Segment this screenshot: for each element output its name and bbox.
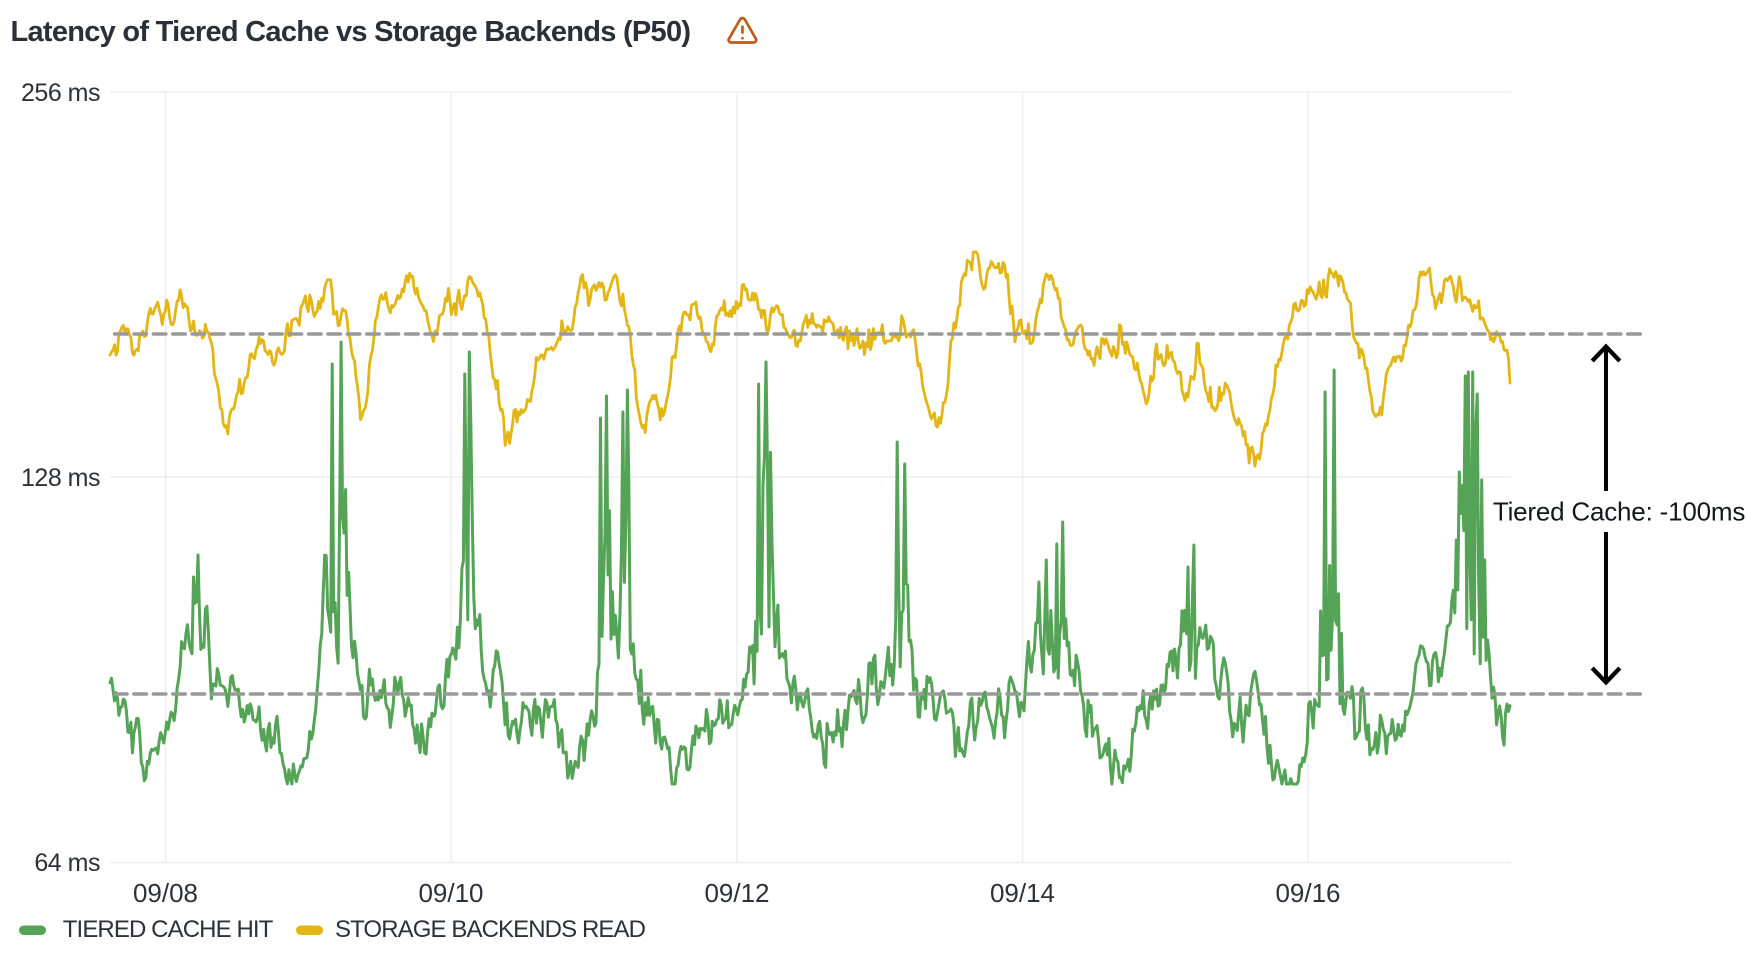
svg-text:09/16: 09/16 [1275, 878, 1340, 908]
svg-text:TIERED CACHE HIT: TIERED CACHE HIT [63, 916, 274, 943]
svg-text:09/12: 09/12 [704, 878, 769, 908]
svg-text:09/14: 09/14 [990, 878, 1055, 908]
svg-text:128 ms: 128 ms [21, 464, 100, 492]
svg-text:09/10: 09/10 [418, 878, 483, 908]
svg-text:64 ms: 64 ms [34, 849, 100, 877]
svg-text:STORAGE BACKENDS READ: STORAGE BACKENDS READ [335, 916, 646, 943]
svg-text:Tiered Cache: -100ms: Tiered Cache: -100ms [1493, 497, 1745, 527]
svg-text:09/08: 09/08 [133, 878, 198, 908]
svg-text:256 ms: 256 ms [21, 79, 100, 107]
svg-text:Latency of Tiered Cache vs Sto: Latency of Tiered Cache vs Storage Backe… [11, 16, 691, 48]
